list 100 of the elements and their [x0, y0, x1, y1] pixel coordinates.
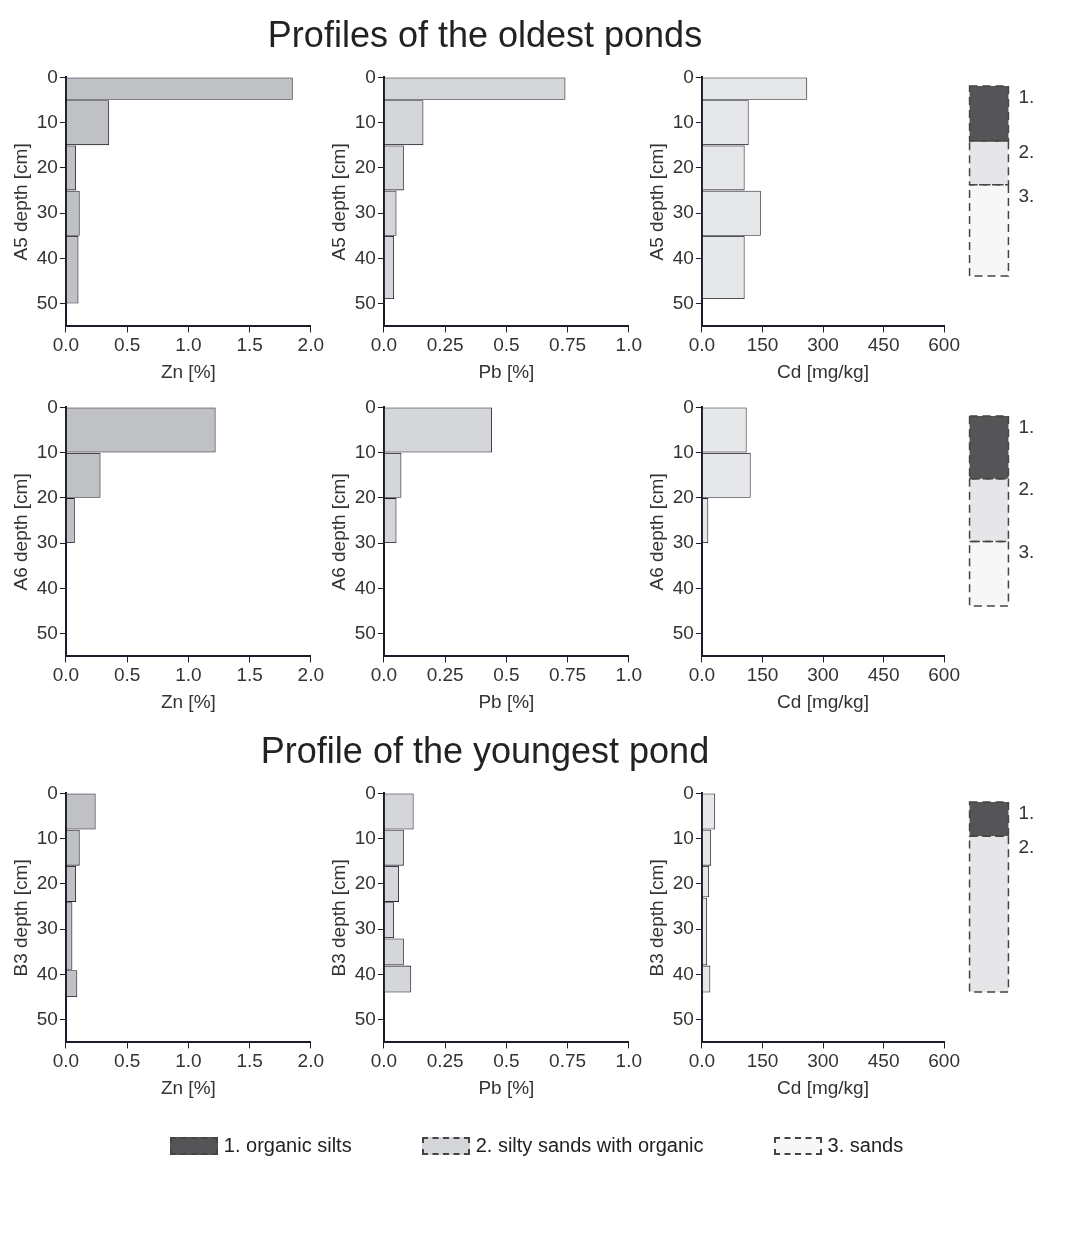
x-axis-title: Cd [mg/kg] — [777, 360, 869, 382]
x-axis-title: Pb [%] — [478, 1076, 535, 1098]
x-axis-title: Zn [%] — [160, 690, 216, 712]
y-tick-label: 0 — [365, 65, 376, 87]
y-tick-label: 40 — [36, 962, 58, 984]
y-tick-label: 10 — [672, 826, 694, 848]
y-tick-label: 50 — [672, 292, 694, 313]
y-tick-label: 10 — [672, 440, 694, 462]
y-tick-label: 50 — [36, 292, 58, 313]
y-tick-label: 50 — [36, 622, 58, 643]
y-axis-title: A5 depth [cm] — [9, 143, 31, 261]
y-tick-label: 20 — [354, 486, 376, 508]
x-tick-label: 0.5 — [493, 664, 520, 686]
x-tick-label: 0.5 — [113, 664, 141, 686]
x-tick-label: 0.0 — [688, 664, 716, 686]
x-tick-label: 1.5 — [236, 1050, 263, 1072]
x-tick-label: 0.75 — [549, 664, 587, 686]
series-label: 2. — [1018, 835, 1035, 857]
y-tick-label: 10 — [672, 110, 694, 132]
y-tick-label: 30 — [672, 531, 694, 553]
x-axis-title: Pb [%] — [478, 360, 535, 382]
y-tick-label: 30 — [354, 201, 376, 223]
y-tick-label: 10 — [36, 440, 58, 462]
y-tick-label: 50 — [672, 622, 694, 643]
y-tick-label: 20 — [672, 156, 694, 178]
y-tick-label: 30 — [36, 531, 58, 553]
x-tick-label: 1.0 — [615, 334, 642, 356]
y-tick-label: 40 — [354, 576, 376, 598]
x-axis-title: Pb [%] — [478, 690, 535, 712]
y-tick-label: 40 — [354, 246, 376, 268]
y-axis-title: A6 depth [cm] — [9, 473, 31, 591]
y-axis-title: A5 depth [cm] — [327, 143, 349, 261]
y-tick-label: 30 — [354, 917, 376, 939]
x-tick-label: 2.0 — [297, 664, 324, 686]
y-tick-label: 40 — [36, 246, 58, 268]
x-tick-label: 1.0 — [615, 664, 642, 686]
x-tick-label: 0.25 — [426, 334, 464, 356]
y-tick-label: 10 — [36, 110, 58, 132]
x-tick-label: 1.5 — [236, 334, 263, 356]
y-tick-label: 20 — [354, 872, 376, 894]
x-tick-label: 1.0 — [175, 334, 202, 356]
y-tick-label: 40 — [672, 962, 694, 984]
x-tick-label: 150 — [746, 1050, 779, 1072]
y-axis-title: A6 depth [cm] — [327, 473, 349, 591]
y-tick-label: 40 — [36, 576, 58, 598]
y-tick-label: 0 — [365, 395, 376, 417]
x-tick-label: 1.0 — [615, 1050, 642, 1072]
x-axis-title: Cd [mg/kg] — [777, 1076, 869, 1098]
y-tick-label: 0 — [365, 781, 376, 803]
series-label: 3. — [1018, 184, 1035, 206]
x-tick-label: 1.0 — [175, 1050, 202, 1072]
y-tick-label: 50 — [672, 1008, 694, 1029]
y-tick-label: 50 — [354, 622, 376, 643]
y-axis-title: B3 depth [cm] — [645, 859, 667, 977]
y-tick-label: 10 — [354, 826, 376, 848]
text: 3. sands — [827, 1134, 904, 1157]
x-tick-label: 300 — [807, 664, 839, 686]
y-tick-label: 30 — [354, 531, 376, 553]
x-tick-label: 150 — [746, 664, 779, 686]
x-axis-title: Zn [%] — [160, 1076, 216, 1098]
x-tick-label: 600 — [928, 334, 960, 356]
x-axis-title: Zn [%] — [160, 360, 216, 382]
y-tick-label: 20 — [36, 156, 58, 178]
series-label: 3. — [1018, 541, 1035, 563]
x-tick-label: 0.0 — [370, 664, 398, 686]
y-tick-label: 40 — [672, 576, 694, 598]
y-tick-label: 10 — [354, 440, 376, 462]
series-label: 2. — [1018, 478, 1035, 500]
y-tick-label: 40 — [354, 962, 376, 984]
x-tick-label: 450 — [867, 1050, 900, 1072]
series-label: 1. — [1018, 415, 1035, 437]
x-tick-label: 150 — [746, 334, 779, 356]
y-axis-title: A5 depth [cm] — [645, 143, 667, 261]
chart-title: Profile of the youngest pond — [259, 730, 711, 772]
x-tick-label: 0.0 — [52, 1050, 80, 1072]
x-tick-label: 600 — [928, 1050, 960, 1072]
x-tick-label: 450 — [867, 664, 900, 686]
y-tick-label: 50 — [36, 1008, 58, 1029]
x-tick-label: 300 — [807, 1050, 839, 1072]
x-tick-label: 0.25 — [426, 664, 464, 686]
y-axis-title: B3 depth [cm] — [9, 859, 31, 977]
y-tick-label: 30 — [36, 201, 58, 223]
y-tick-label: 20 — [672, 872, 694, 894]
y-tick-label: 0 — [683, 65, 694, 87]
y-tick-label: 40 — [672, 246, 694, 268]
x-tick-label: 0.0 — [688, 1050, 716, 1072]
y-tick-label: 20 — [672, 486, 694, 508]
x-tick-label: 0.0 — [688, 334, 716, 356]
x-tick-label: 0.0 — [370, 1050, 398, 1072]
x-tick-label: 2.0 — [297, 334, 324, 356]
series-label: 1. — [1018, 85, 1035, 107]
y-tick-label: 20 — [36, 486, 58, 508]
y-tick-label: 0 — [683, 781, 694, 803]
y-tick-label: 20 — [36, 872, 58, 894]
y-tick-label: 0 — [683, 395, 694, 417]
y-tick-label: 0 — [47, 781, 58, 803]
x-tick-label: 450 — [867, 334, 900, 356]
x-tick-label: 0.25 — [426, 1050, 464, 1072]
x-tick-label: 0.75 — [549, 1050, 587, 1072]
series-label: 2. — [1018, 140, 1035, 162]
